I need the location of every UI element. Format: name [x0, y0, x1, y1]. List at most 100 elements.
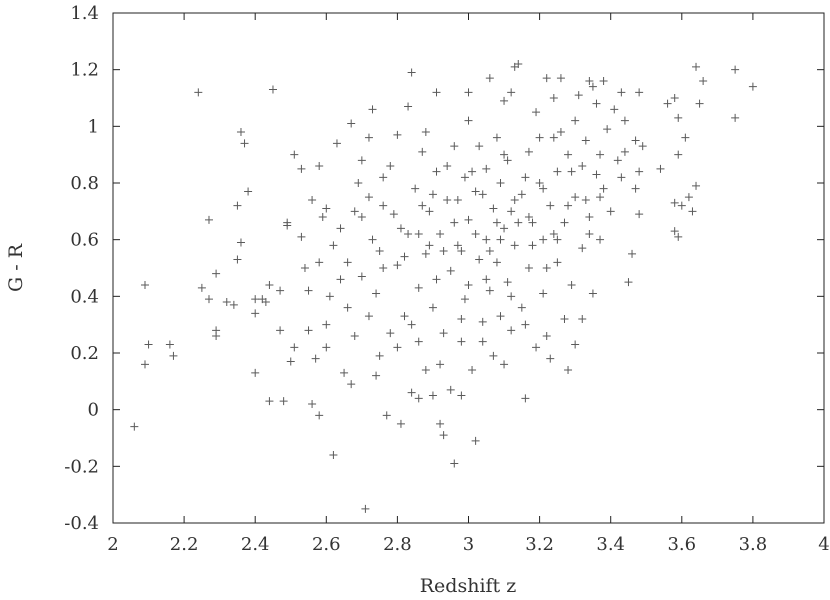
data-point [489, 351, 498, 360]
data-point [414, 230, 423, 238]
data-point [393, 130, 402, 139]
data-point [574, 91, 583, 100]
data-point [585, 213, 594, 221]
data-point [233, 255, 242, 264]
data-point [556, 74, 565, 83]
data-point [194, 88, 203, 97]
data-point [500, 224, 509, 233]
data-point [325, 292, 334, 301]
data-point [204, 295, 213, 304]
data-point [507, 88, 516, 97]
data-point [638, 142, 647, 151]
data-point [521, 394, 530, 403]
data-point [528, 218, 537, 227]
data-point [492, 258, 501, 267]
data-point [596, 235, 605, 244]
data-point [290, 150, 299, 159]
data-point [485, 74, 494, 83]
data-point [396, 224, 405, 233]
data-point [610, 105, 619, 114]
data-point [283, 218, 292, 227]
data-point [478, 190, 487, 199]
data-point [347, 119, 356, 128]
data-point [375, 351, 384, 360]
data-point [500, 150, 509, 159]
data-point [457, 391, 466, 400]
data-point [699, 77, 708, 85]
data-point [485, 286, 494, 295]
data-point [603, 125, 612, 134]
data-point [517, 190, 526, 199]
data-point [532, 343, 541, 352]
x-tick-label: 3.4 [596, 534, 625, 555]
data-point [460, 173, 469, 182]
data-point [457, 315, 466, 323]
data-point [336, 275, 345, 284]
data-point [382, 411, 391, 420]
data-point [140, 281, 149, 289]
data-point [315, 162, 324, 170]
data-point [674, 113, 683, 122]
data-point [340, 368, 349, 377]
data-point [684, 193, 693, 202]
y-tick-label: 0.8 [70, 173, 99, 194]
data-point [364, 133, 373, 142]
data-point [165, 340, 174, 349]
data-point [364, 193, 373, 202]
data-point [336, 224, 345, 233]
data-point [549, 133, 558, 142]
data-point [546, 354, 555, 363]
data-point [322, 320, 331, 329]
data-point [432, 275, 441, 284]
data-point [428, 303, 437, 312]
data-point [507, 326, 516, 335]
data-point [478, 317, 487, 326]
data-point [372, 371, 381, 380]
data-point [542, 74, 551, 83]
data-point [588, 289, 597, 298]
data-point [514, 218, 523, 227]
data-point [418, 147, 427, 156]
data-point [677, 201, 686, 210]
data-point [251, 368, 260, 377]
data-point [492, 218, 501, 227]
data-point [443, 196, 452, 204]
data-point [276, 286, 285, 295]
data-point [695, 99, 704, 108]
data-point [503, 278, 512, 287]
data-point [308, 400, 317, 408]
data-point [265, 397, 274, 406]
data-point [411, 184, 420, 193]
data-point [414, 394, 423, 403]
data-point [436, 360, 445, 369]
data-point [567, 281, 576, 289]
data-point [567, 167, 576, 176]
x-tick-label: 3.2 [525, 534, 554, 555]
x-tick-label: 2 [107, 534, 118, 555]
x-axis: 2 2.2 2.4 2.6 2.8 3 3.2 3.4 3.6 3.8 4 [107, 13, 830, 555]
data-point [670, 227, 679, 236]
data-point [553, 167, 562, 176]
data-point [450, 142, 459, 151]
y-tick-label: 0 [88, 400, 99, 421]
data-point [485, 247, 494, 255]
data-point [571, 340, 580, 349]
data-points [130, 60, 757, 513]
data-point [347, 380, 356, 389]
data-point [478, 337, 487, 346]
data-point [268, 85, 277, 94]
data-point [297, 164, 306, 173]
data-point [400, 252, 409, 261]
data-point [240, 139, 249, 148]
data-point [581, 136, 590, 145]
data-point [428, 391, 437, 400]
data-point [670, 94, 679, 102]
data-point [692, 62, 701, 71]
data-point [681, 133, 690, 142]
y-tick-label: 1.4 [70, 3, 99, 24]
data-point [450, 459, 459, 468]
data-point [631, 136, 640, 145]
data-point [464, 88, 473, 97]
data-point [535, 133, 544, 142]
data-point [329, 451, 338, 459]
